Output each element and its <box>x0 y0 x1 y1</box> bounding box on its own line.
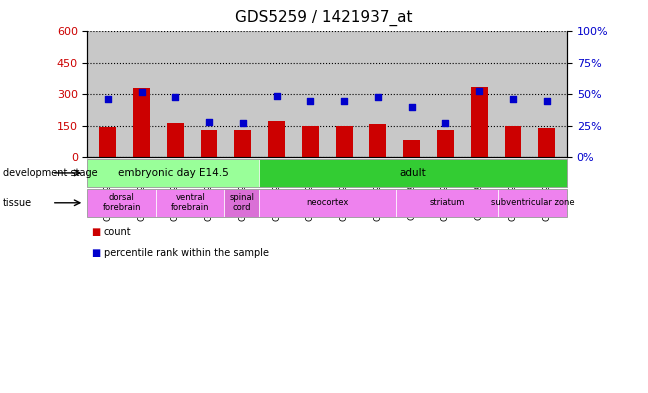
Bar <box>268 121 285 157</box>
Bar <box>336 126 353 157</box>
Point <box>305 97 316 104</box>
Text: development stage: development stage <box>3 168 98 178</box>
Point <box>406 104 417 110</box>
Point <box>508 96 518 103</box>
Text: embryonic day E14.5: embryonic day E14.5 <box>118 168 229 178</box>
Point <box>339 97 349 104</box>
Bar <box>133 88 150 157</box>
Text: ventral
forebrain: ventral forebrain <box>171 193 209 213</box>
Text: subventricular zone: subventricular zone <box>491 198 575 207</box>
Text: tissue: tissue <box>3 198 32 208</box>
Bar <box>369 124 386 157</box>
Text: adult: adult <box>400 168 426 178</box>
Text: neocortex: neocortex <box>306 198 349 207</box>
Bar <box>99 127 116 157</box>
Text: GDS5259 / 1421937_at: GDS5259 / 1421937_at <box>235 10 413 26</box>
Bar <box>470 87 488 157</box>
Point <box>373 94 383 100</box>
Text: ■: ■ <box>91 227 100 237</box>
Text: count: count <box>104 227 132 237</box>
Bar <box>538 128 555 157</box>
Text: percentile rank within the sample: percentile rank within the sample <box>104 248 269 258</box>
Point <box>204 119 214 125</box>
Text: ■: ■ <box>91 248 100 258</box>
Text: dorsal
forebrain: dorsal forebrain <box>102 193 141 213</box>
Point <box>440 120 450 127</box>
Point <box>170 94 180 100</box>
Bar <box>403 140 420 157</box>
Bar <box>437 130 454 157</box>
Bar <box>302 126 319 157</box>
Point <box>102 96 113 103</box>
Bar <box>505 126 522 157</box>
Bar <box>235 130 251 157</box>
Text: spinal
cord: spinal cord <box>229 193 254 213</box>
Bar <box>167 123 184 157</box>
Point <box>474 87 485 94</box>
Point <box>272 92 282 99</box>
Bar <box>201 130 218 157</box>
Text: striatum: striatum <box>430 198 465 207</box>
Point <box>238 120 248 127</box>
Point <box>542 97 552 104</box>
Point <box>136 89 146 95</box>
